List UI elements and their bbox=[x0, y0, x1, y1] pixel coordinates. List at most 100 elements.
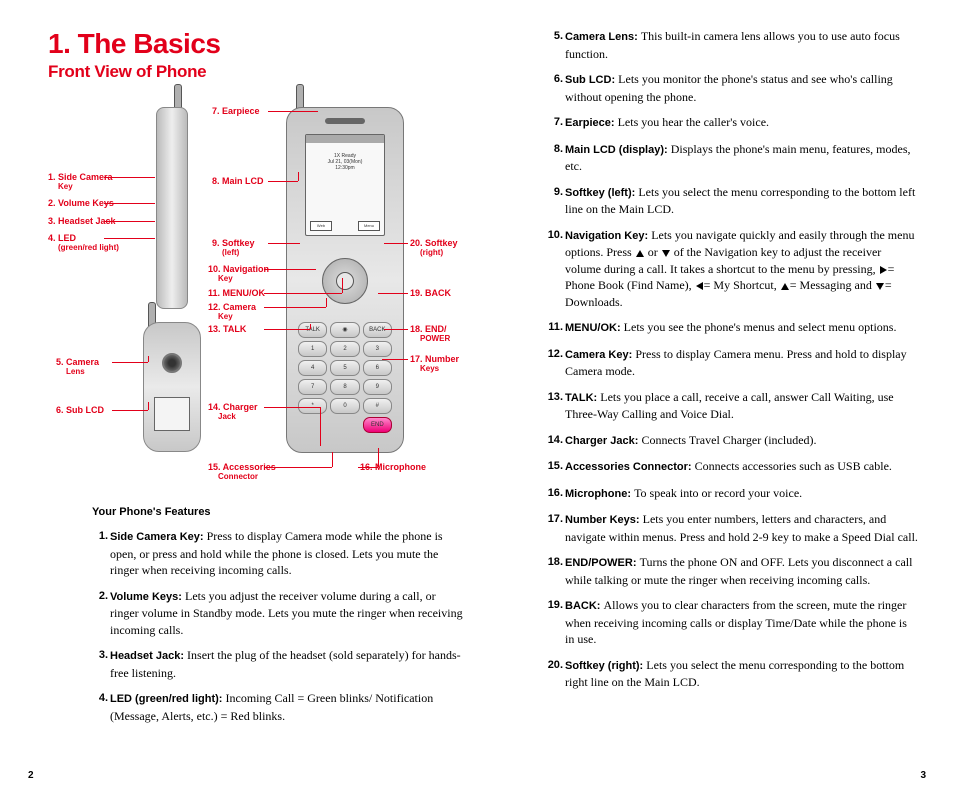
callout-6: 6. Sub LCD bbox=[56, 405, 104, 415]
feature-item: Camera Lens: This built-in camera lens a… bbox=[547, 28, 918, 62]
leader-line bbox=[268, 181, 298, 182]
num-key: 7 bbox=[298, 379, 327, 395]
leader-line bbox=[298, 172, 299, 181]
feature-term: Headset Jack: bbox=[110, 650, 187, 662]
callout-15: 15. AccessoriesConnector bbox=[208, 462, 276, 482]
num-key: 3 bbox=[363, 341, 392, 357]
feature-item: BACK: Allows you to clear characters fro… bbox=[547, 597, 918, 648]
num-key: # bbox=[363, 398, 392, 414]
callout-11: 11. MENU/OK bbox=[208, 288, 265, 298]
leader-line bbox=[104, 238, 155, 239]
callout-13: 13. TALK bbox=[208, 324, 246, 334]
features-list-left: Side Camera Key: Press to display Camera… bbox=[48, 528, 463, 724]
talk-key: TALK bbox=[298, 322, 327, 338]
feature-item: Accessories Connector: Connects accessor… bbox=[547, 458, 918, 476]
num-key: 8 bbox=[330, 379, 359, 395]
callout-7: 7. Earpiece bbox=[212, 106, 260, 116]
feature-item: Sub LCD: Lets you monitor the phone's st… bbox=[547, 71, 918, 105]
leader-line bbox=[264, 293, 342, 294]
feature-item: Softkey (right): Lets you select the men… bbox=[547, 657, 918, 691]
num-key: 6 bbox=[363, 360, 392, 376]
leader-line bbox=[358, 467, 378, 468]
callout-17: 17. NumberKeys bbox=[410, 354, 459, 374]
left-arrow-icon bbox=[696, 282, 703, 290]
page-number-right: 3 bbox=[920, 770, 926, 781]
sub-lcd-icon bbox=[154, 397, 190, 431]
leader-line bbox=[382, 359, 408, 360]
leader-line bbox=[104, 203, 155, 204]
feature-term: Earpiece: bbox=[565, 117, 618, 129]
num-key: 4 bbox=[298, 360, 327, 376]
leader-line bbox=[264, 329, 310, 330]
callout-12: 12. CameraKey bbox=[208, 302, 256, 322]
feature-term: Camera Lens: bbox=[565, 31, 641, 43]
end-key: END bbox=[363, 417, 392, 433]
leader-line bbox=[148, 402, 149, 410]
feature-item: Number Keys: Lets you enter numbers, let… bbox=[547, 511, 918, 545]
leader-line bbox=[264, 467, 332, 468]
feature-desc: Lets you place a call, receive a call, a… bbox=[565, 390, 894, 422]
leader-line bbox=[378, 448, 379, 467]
num-key: 1 bbox=[298, 341, 327, 357]
lcd-menu-button: Menu bbox=[358, 221, 380, 231]
left-column: 1. The Basics Front View of Phone 1X Rea… bbox=[48, 28, 463, 775]
camera-lens-icon bbox=[162, 353, 182, 373]
callout-14: 14. ChargerJack bbox=[208, 402, 258, 422]
feature-desc: To speak into or record your voice. bbox=[634, 486, 802, 500]
feature-item: TALK: Lets you place a call, receive a c… bbox=[547, 389, 918, 423]
feature-desc: Connects Travel Charger (included). bbox=[641, 433, 816, 447]
feature-item: Main LCD (display): Displays the phone's… bbox=[547, 141, 918, 175]
leader-line bbox=[342, 278, 343, 293]
feature-term: BACK: bbox=[565, 600, 604, 612]
callout-4: 4. LED(green/red light) bbox=[48, 233, 119, 253]
feature-desc: Lets you see the phone's menus and selec… bbox=[624, 320, 897, 334]
feature-term: Volume Keys: bbox=[110, 591, 185, 603]
feature-term: MENU/OK: bbox=[565, 322, 624, 334]
feature-term: Softkey (right): bbox=[565, 660, 646, 672]
navigation-pad bbox=[322, 258, 368, 304]
page-spread: 1. The Basics Front View of Phone 1X Rea… bbox=[0, 0, 954, 795]
phone-open-view: 1X Ready Jul 21, 03(Mon) 12:30pm Web Men… bbox=[286, 107, 404, 453]
callout-10: 10. NavigationKey bbox=[208, 264, 269, 284]
down-arrow-icon bbox=[662, 250, 670, 257]
leader-line bbox=[104, 177, 155, 178]
leader-line bbox=[326, 298, 327, 307]
num-key: 5 bbox=[330, 360, 359, 376]
leader-line bbox=[148, 356, 149, 362]
feature-term: LED (green/red light): bbox=[110, 693, 226, 705]
page-number-left: 2 bbox=[28, 770, 34, 781]
keypad: TALK ◉ BACK 1 2 3 4 5 6 7 8 9 * 0 # END bbox=[298, 322, 392, 433]
callout-18: 18. END/POWER bbox=[410, 324, 450, 344]
down-arrow-icon bbox=[876, 283, 884, 290]
leader-line bbox=[264, 269, 316, 270]
feature-item: Earpiece: Lets you hear the caller's voi… bbox=[547, 114, 918, 132]
feature-item: Microphone: To speak into or record your… bbox=[547, 485, 918, 503]
ok-button-icon bbox=[336, 272, 354, 290]
feature-term: Sub LCD: bbox=[565, 74, 618, 86]
feature-term: Softkey (left): bbox=[565, 187, 638, 199]
leader-line bbox=[310, 324, 311, 329]
feature-term: Number Keys: bbox=[565, 514, 643, 526]
callout-9: 9. Softkey(left) bbox=[212, 238, 255, 258]
feature-desc: Connects accessories such as USB cable. bbox=[695, 459, 892, 473]
feature-desc: Lets you hear the caller's voice. bbox=[618, 115, 769, 129]
feature-item: Navigation Key: Lets you navigate quickl… bbox=[547, 227, 918, 311]
feature-term: TALK: bbox=[565, 392, 600, 404]
callout-20: 20. Softkey(right) bbox=[410, 238, 458, 258]
leader-line bbox=[384, 243, 408, 244]
feature-term: Charger Jack: bbox=[565, 435, 641, 447]
right-arrow-icon bbox=[880, 266, 887, 274]
feature-item: Headset Jack: Insert the plug of the hea… bbox=[92, 647, 463, 681]
leader-line bbox=[112, 362, 148, 363]
feature-item: MENU/OK: Lets you see the phone's menus … bbox=[547, 319, 918, 337]
leader-line bbox=[332, 452, 333, 467]
feature-item: LED (green/red light): Incoming Call = G… bbox=[92, 690, 463, 724]
feature-term: Accessories Connector: bbox=[565, 461, 695, 473]
section-title: Front View of Phone bbox=[48, 62, 463, 82]
feature-term: Main LCD (display): bbox=[565, 144, 671, 156]
right-column: Camera Lens: This built-in camera lens a… bbox=[503, 28, 918, 775]
feature-item: Side Camera Key: Press to display Camera… bbox=[92, 528, 463, 579]
feature-term: Microphone: bbox=[565, 488, 634, 500]
num-key: * bbox=[298, 398, 327, 414]
main-lcd: 1X Ready Jul 21, 03(Mon) 12:30pm Web Men… bbox=[305, 134, 385, 236]
